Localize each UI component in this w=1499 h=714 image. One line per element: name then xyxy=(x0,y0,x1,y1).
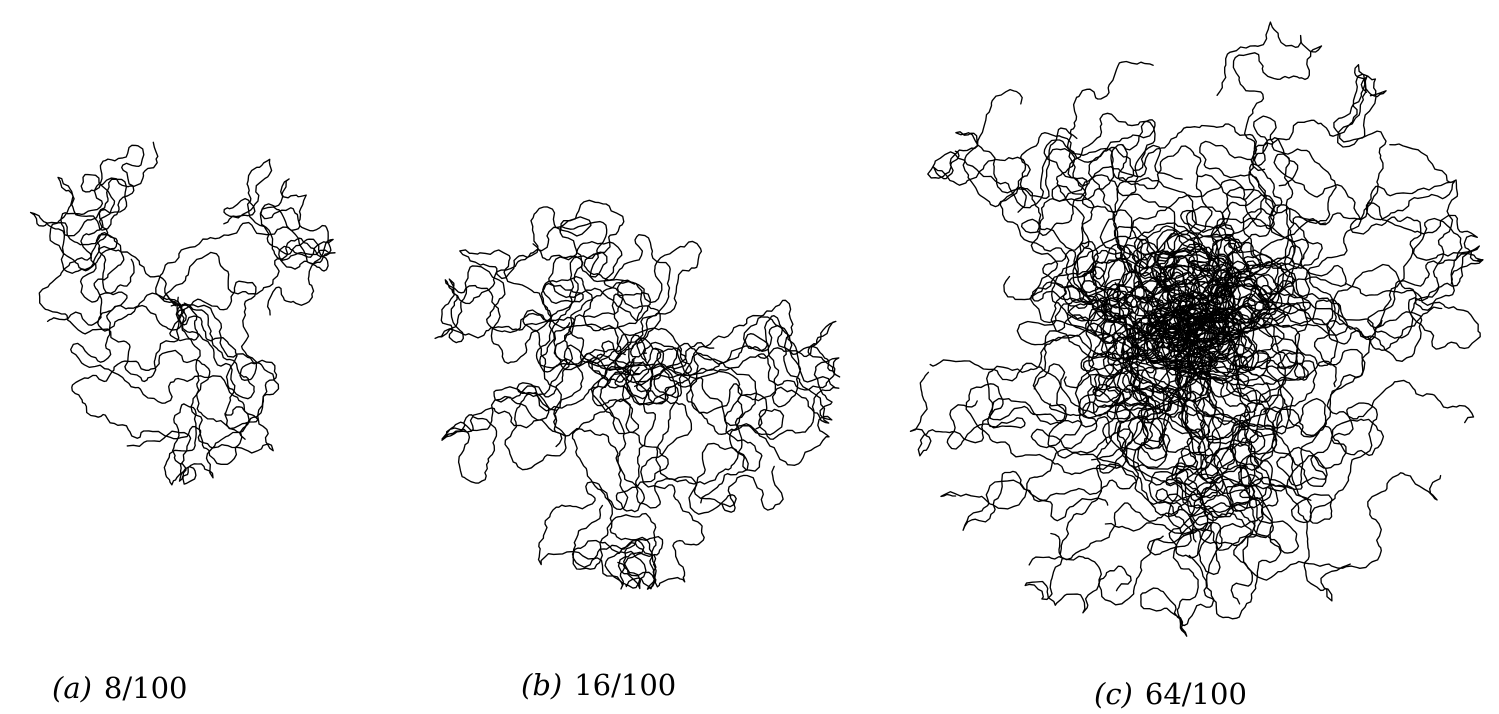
random-walk-path xyxy=(1103,244,1303,363)
random-walk-path xyxy=(1121,313,1242,486)
random-walk-path xyxy=(571,367,669,590)
random-walk-path xyxy=(1104,314,1282,620)
panel-a-caption: (a) 8/100 xyxy=(52,674,188,703)
random-walk-path xyxy=(1167,64,1387,341)
random-walk-path xyxy=(1185,143,1459,339)
random-walk-path xyxy=(1167,333,1475,524)
random-walk-path xyxy=(459,206,640,471)
random-walk-path xyxy=(1082,334,1306,453)
random-walk-path xyxy=(1120,322,1265,576)
random-walk-path xyxy=(440,220,636,371)
panel-b-caption: (b) 16/100 xyxy=(521,671,676,700)
random-walk-path xyxy=(155,178,334,342)
random-walk-path xyxy=(49,144,176,307)
panel-c-random-walks xyxy=(909,21,1484,637)
random-walk-path xyxy=(932,150,1218,362)
random-walk-path xyxy=(1080,322,1277,471)
random-walk-path xyxy=(1102,219,1326,376)
panel-a-value: 8/100 xyxy=(103,671,188,705)
panel-a-letter: (a) xyxy=(52,671,92,705)
random-walk-path xyxy=(940,283,1251,510)
random-walk-path xyxy=(1051,123,1266,337)
random-walk-path xyxy=(70,292,250,465)
random-walk-path xyxy=(522,279,784,513)
random-walk-path xyxy=(572,337,705,590)
random-walk-path xyxy=(126,280,278,486)
random-walk-path xyxy=(539,199,715,400)
random-walk-path xyxy=(516,240,644,411)
random-walk-path xyxy=(1153,153,1362,335)
random-walk-path xyxy=(614,315,841,408)
panel-b-letter: (b) xyxy=(521,668,563,702)
random-walk-path xyxy=(1066,245,1337,388)
random-walk-path xyxy=(441,333,647,484)
random-walk-path xyxy=(1024,312,1284,614)
random-walk-path xyxy=(1197,75,1423,362)
random-walk-path xyxy=(38,141,255,400)
random-walk-path xyxy=(1181,206,1265,480)
random-walk-path xyxy=(1081,186,1347,397)
random-walk-path xyxy=(955,127,1194,338)
random-walk-path xyxy=(645,342,763,515)
random-walk-path xyxy=(946,307,1201,476)
random-walk-path xyxy=(591,299,830,436)
random-walk-path xyxy=(1030,209,1203,450)
panel-c-letter: (c) xyxy=(1094,677,1133,711)
random-walk-path xyxy=(1072,235,1224,499)
random-walk-path xyxy=(1197,202,1484,350)
random-walk-path xyxy=(1195,278,1383,487)
panel-b-random-walks xyxy=(434,199,841,590)
panel-c-value: 64/100 xyxy=(1144,677,1247,711)
random-walk-path xyxy=(71,302,280,454)
random-walk-path xyxy=(537,361,657,590)
random-walk-path xyxy=(927,88,1210,331)
random-walk-path xyxy=(599,316,840,504)
random-walk-path xyxy=(29,178,185,383)
random-walk-path xyxy=(1066,60,1248,361)
random-walk-path xyxy=(1082,179,1275,417)
panel-a-random-walks xyxy=(29,141,336,486)
random-walk-path xyxy=(1114,254,1339,375)
panel-c-caption: (c) 64/100 xyxy=(1094,680,1247,709)
random-walk-path xyxy=(1102,204,1323,445)
random-walk-path xyxy=(162,158,336,301)
random-walk-path xyxy=(1133,280,1385,501)
panel-b-value: 16/100 xyxy=(574,668,677,702)
random-walk-path xyxy=(1189,313,1300,554)
random-walk-path xyxy=(1028,260,1299,566)
random-walk-path xyxy=(553,240,703,383)
